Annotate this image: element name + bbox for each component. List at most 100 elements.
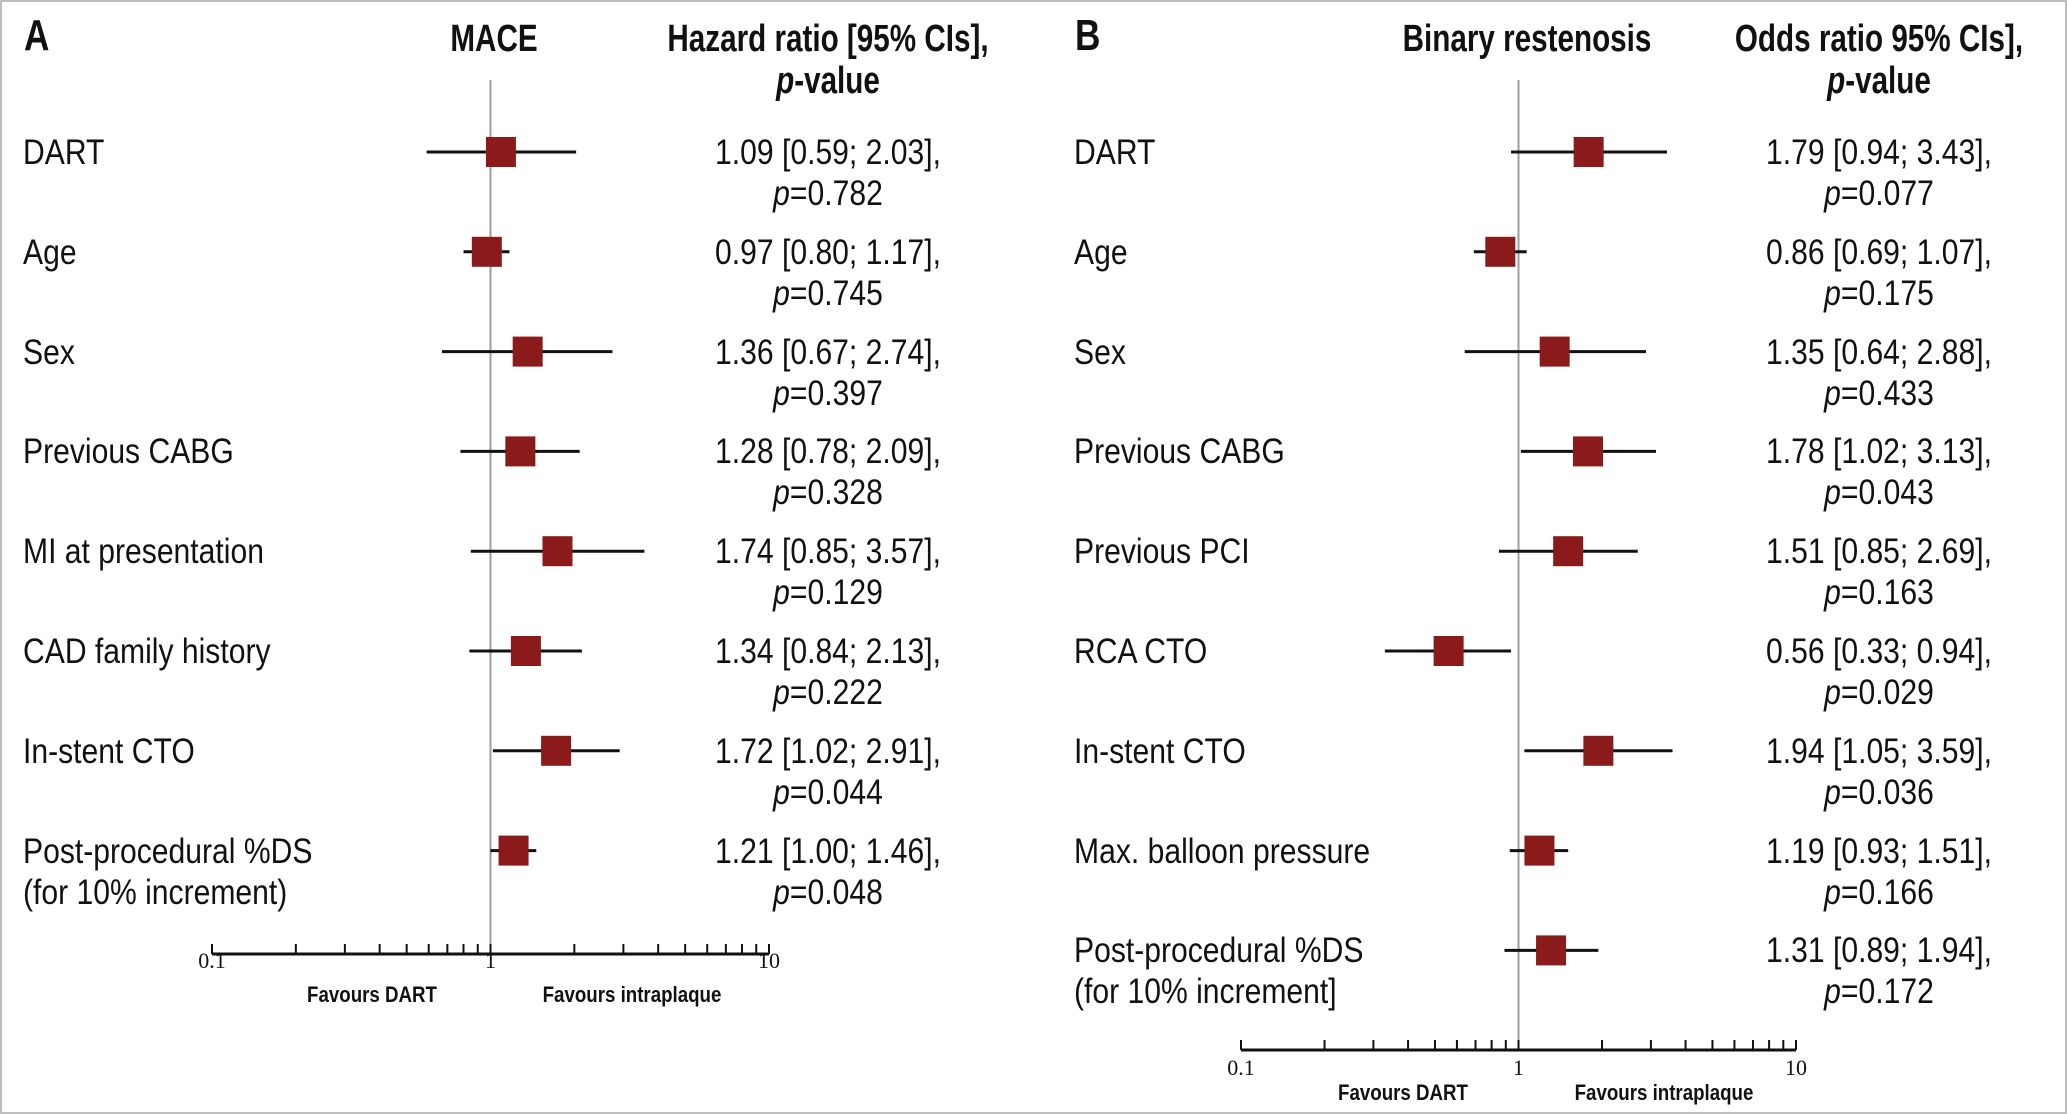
- p-symbol: p: [1824, 174, 1841, 213]
- row-label-line: Sex: [23, 332, 75, 372]
- row-estimate-text: 1.79 [0.94; 3.43], p=0.077: [1766, 132, 1992, 214]
- estimate-ci-text: 1.31 [0.89; 1.94],: [1766, 931, 1992, 971]
- row-estimate-text: 0.97 [0.80; 1.17], p=0.745: [715, 232, 941, 314]
- estimate-ci-text: 0.86 [0.69; 1.07],: [1766, 232, 1992, 272]
- p-value: =0.043: [1840, 473, 1934, 513]
- panel-label: B: [1075, 11, 1101, 60]
- tick-label: 1: [485, 948, 496, 973]
- row-label-line: Previous PCI: [1074, 532, 1250, 572]
- row-estimate-text: 1.94 [1.05; 3.59], p=0.036: [1766, 731, 1992, 813]
- estimate-ci-text: 1.09 [0.59; 2.03],: [715, 133, 941, 172]
- favours-right-label: Favours intraplaque: [542, 982, 722, 1007]
- row-label-line: Max. balloon pressure: [1074, 831, 1371, 871]
- value-header-p: p: [776, 60, 795, 102]
- estimate-ci-text: 0.97 [0.80; 1.17],: [715, 232, 941, 272]
- estimate-marker: [1573, 137, 1604, 167]
- p-value: =0.077: [1840, 174, 1934, 213]
- row-estimate-text: 1.35 [0.64; 2.88], p=0.433: [1766, 332, 1992, 414]
- row-estimate-text: 1.74 [0.85; 3.57], p=0.129: [715, 531, 941, 613]
- p-value: =0.166: [1840, 872, 1934, 912]
- row-label-line: DART: [23, 133, 105, 172]
- estimate-ci-text: 1.78 [1.02; 3.13],: [1766, 432, 1992, 472]
- row-estimate-text: 1.19 [0.93; 1.51], p=0.166: [1766, 831, 1992, 913]
- p-symbol: p: [773, 473, 790, 513]
- estimate-ci-text: 1.28 [0.78; 2.09],: [715, 432, 941, 472]
- favours-left-label: Favours DART: [1338, 1080, 1468, 1105]
- row-label: MI at presentation: [23, 531, 264, 572]
- row-label-line: In-stent CTO: [1074, 731, 1246, 771]
- row-label: Previous PCI: [1074, 531, 1250, 572]
- row-label: Post-procedural %DS (for 10% increment]: [1074, 930, 1363, 1012]
- estimate-marker: [505, 436, 536, 467]
- value-column-header: Hazard ratio [95% CIs], p-value: [667, 18, 988, 102]
- row-label: Age: [1074, 232, 1128, 273]
- estimate-marker: [1572, 436, 1603, 467]
- tick-label: 0.1: [198, 948, 226, 973]
- row-label: In-stent CTO: [1074, 731, 1246, 772]
- value-column-header: Odds ratio 95% CIs], p-value: [1735, 18, 2023, 102]
- row-label: Previous CABG: [23, 431, 234, 472]
- p-symbol: p: [773, 273, 790, 313]
- estimate-ci-text: 1.21 [1.00; 1.46],: [715, 831, 941, 871]
- row-label-line: Previous CABG: [23, 432, 234, 472]
- p-value: =0.745: [789, 273, 883, 313]
- row-label-line: Sex: [1074, 332, 1126, 372]
- p-value: =0.163: [1840, 573, 1934, 613]
- p-symbol: p: [1824, 972, 1841, 1012]
- row-estimate-text: 1.09 [0.59; 2.03], p=0.782: [715, 132, 941, 214]
- estimate-marker: [1485, 236, 1516, 267]
- p-symbol: p: [773, 373, 790, 413]
- p-value: =0.433: [1840, 373, 1934, 413]
- value-header-line1: Odds ratio 95% CIs],: [1734, 18, 2024, 60]
- p-value: =0.328: [789, 473, 883, 513]
- tick-label: 0.1: [1227, 1055, 1255, 1080]
- estimate-ci-text: 0.56 [0.33; 0.94],: [1766, 632, 1992, 671]
- estimate-marker: [542, 536, 573, 567]
- row-estimate-text: 1.72 [1.02; 2.91], p=0.044: [715, 731, 941, 813]
- p-value: =0.172: [1840, 972, 1934, 1012]
- estimate-ci-text: 1.34 [0.84; 2.13],: [715, 632, 941, 671]
- estimate-marker: [1583, 735, 1614, 766]
- row-label: DART: [23, 132, 104, 173]
- row-estimate-text: 1.28 [0.78; 2.09], p=0.328: [715, 431, 941, 513]
- panel-label: A: [24, 11, 50, 60]
- p-value: =0.029: [1840, 673, 1934, 712]
- estimate-marker: [485, 137, 516, 167]
- row-estimate-text: 1.78 [1.02; 3.13], p=0.043: [1766, 431, 1992, 513]
- estimate-ci-text: 1.74 [0.85; 3.57],: [715, 532, 941, 572]
- favours-left-label: Favours DART: [307, 982, 437, 1007]
- estimate-ci-text: 1.72 [1.02; 2.91],: [715, 731, 941, 771]
- row-label: Max. balloon pressure: [1074, 831, 1370, 872]
- tick-label: 10: [758, 948, 780, 973]
- row-label-line: (for 10% increment): [23, 872, 288, 912]
- p-value: =0.397: [789, 373, 883, 413]
- row-label: Sex: [1074, 332, 1126, 373]
- value-header-line1: Hazard ratio [95% CIs],: [667, 18, 989, 60]
- row-estimate-text: 0.86 [0.69; 1.07], p=0.175: [1766, 232, 1992, 314]
- row-label-line: Age: [1074, 232, 1128, 272]
- row-label: In-stent CTO: [23, 731, 195, 772]
- row-estimate-text: 1.34 [0.84; 2.13], p=0.222: [715, 631, 941, 713]
- p-value: =0.044: [789, 772, 883, 812]
- row-label-line: DART: [1074, 133, 1156, 172]
- estimate-marker: [471, 236, 502, 267]
- panel-title: Binary restenosis: [1402, 18, 1652, 60]
- row-label: Previous CABG: [1074, 431, 1285, 472]
- row-label: Post-procedural %DS (for 10% increment): [23, 831, 312, 913]
- estimate-ci-text: 1.36 [0.67; 2.74],: [715, 332, 941, 372]
- row-estimate-text: 1.51 [0.85; 2.69], p=0.163: [1766, 531, 1992, 613]
- p-symbol: p: [1824, 473, 1841, 513]
- p-value: =0.222: [789, 673, 883, 712]
- row-estimate-text: 1.36 [0.67; 2.74], p=0.397: [715, 332, 941, 414]
- row-label-line: CAD family history: [23, 632, 271, 671]
- tick-label: 10: [1785, 1055, 1807, 1080]
- p-symbol: p: [773, 174, 790, 213]
- row-label: Age: [23, 232, 77, 273]
- p-symbol: p: [773, 673, 790, 712]
- value-header-p: p: [1827, 60, 1846, 102]
- row-label-line: Previous CABG: [1074, 432, 1285, 472]
- estimate-ci-text: 1.51 [0.85; 2.69],: [1766, 532, 1992, 572]
- tick-label: 1: [1513, 1055, 1524, 1080]
- row-estimate-text: 1.21 [1.00; 1.46], p=0.048: [715, 831, 941, 913]
- row-label: RCA CTO: [1074, 631, 1207, 672]
